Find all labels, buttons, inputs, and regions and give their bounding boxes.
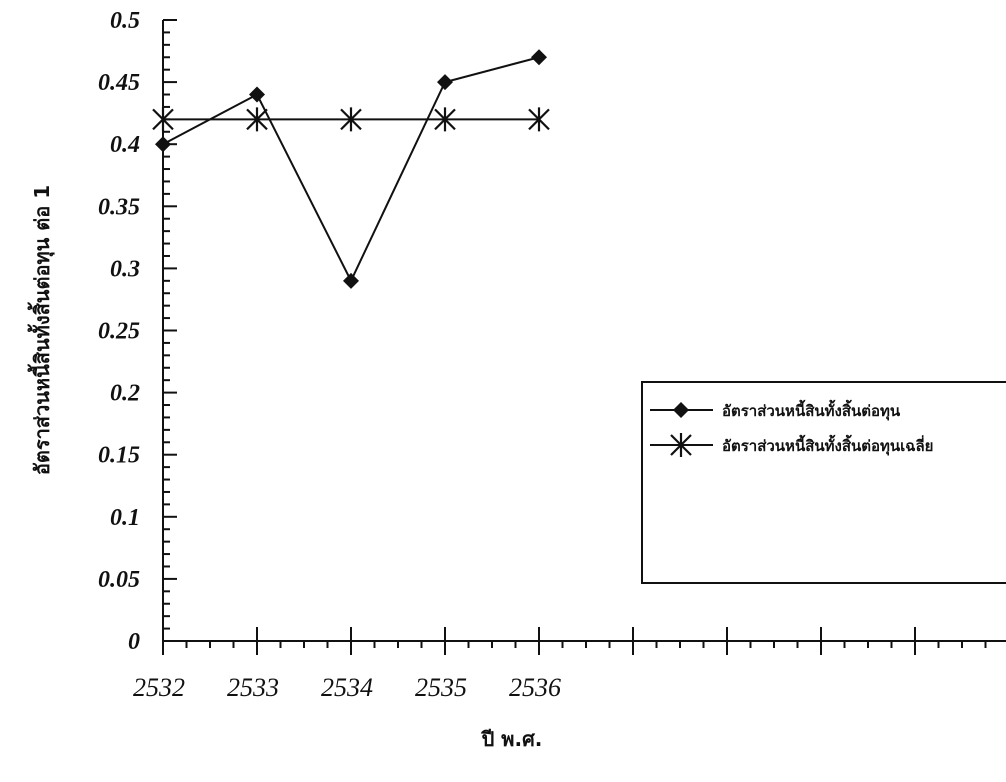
y-tick-label: 0.4 (110, 132, 140, 158)
legend-label: อัตราส่วนหนี้สินทั้งสิ้นต่อทุนเฉลี่ย (722, 434, 933, 456)
series-layer (152, 49, 550, 289)
legend-marker-diamond (673, 402, 689, 418)
data-point-diamond (249, 86, 265, 103)
y-tick-label: 0.3 (110, 256, 140, 282)
data-point-asterisk (340, 107, 362, 132)
x-category-label: 2536 (509, 673, 561, 702)
x-category-label: 2534 (321, 673, 373, 702)
y-tick-label: 0.1 (110, 505, 140, 531)
data-point-diamond (531, 49, 547, 66)
data-point-asterisk (152, 107, 174, 132)
x-axis-title: ปี พ.ศ. (480, 727, 542, 751)
y-tick-label: 0.5 (110, 8, 140, 34)
y-tick-label: 0.25 (98, 319, 140, 345)
series-2 (152, 107, 550, 132)
y-tick-label: 0 (128, 629, 140, 655)
data-point-diamond (437, 74, 453, 91)
series-line (162, 56, 540, 284)
x-category-label: 2533 (227, 673, 279, 702)
data-point-asterisk (528, 107, 550, 132)
legend-entry-1: อัตราส่วนหนี้สินทั้งสิ้นต่อทุน (650, 399, 901, 421)
legend-marker-asterisk (670, 433, 692, 457)
legend-box (641, 381, 1006, 584)
y-tick-labels: 0 0.05 0.1 0.15 0.2 0.25 0.3 0.35 0.4 0.45 0.5 (98, 8, 140, 655)
x-category-labels: 2532 2533 2534 2535 2536 (133, 673, 561, 702)
y-tick-label: 0.15 (98, 443, 140, 469)
y-axis-title: อัตราส่วนหนี้สินทั้งสิ้นต่อทุน ต่อ 1 (27, 185, 55, 475)
data-point-diamond (155, 136, 171, 153)
y-tick-label: 0.35 (98, 194, 140, 220)
legend-entry-2: อัตราส่วนหนี้สินทั้งสิ้นต่อทุนเฉลี่ย (650, 433, 933, 457)
series-1 (155, 49, 547, 289)
legend-label: อัตราส่วนหนี้สินทั้งสิ้นต่อทุน (722, 399, 901, 421)
legend: อัตราส่วนหนี้สินทั้งสิ้นต่อทุนอัตราส่วนห… (641, 381, 1006, 584)
y-tick-label: 0.05 (98, 567, 140, 593)
y-tick-label: 0.2 (110, 381, 140, 407)
x-category-label: 2532 (133, 673, 185, 702)
axes (162, 19, 1006, 655)
data-point-diamond (343, 272, 359, 289)
data-point-asterisk (434, 107, 456, 132)
y-tick-label: 0.45 (98, 70, 140, 96)
x-category-label: 2535 (415, 673, 467, 702)
data-point-asterisk (246, 107, 268, 132)
